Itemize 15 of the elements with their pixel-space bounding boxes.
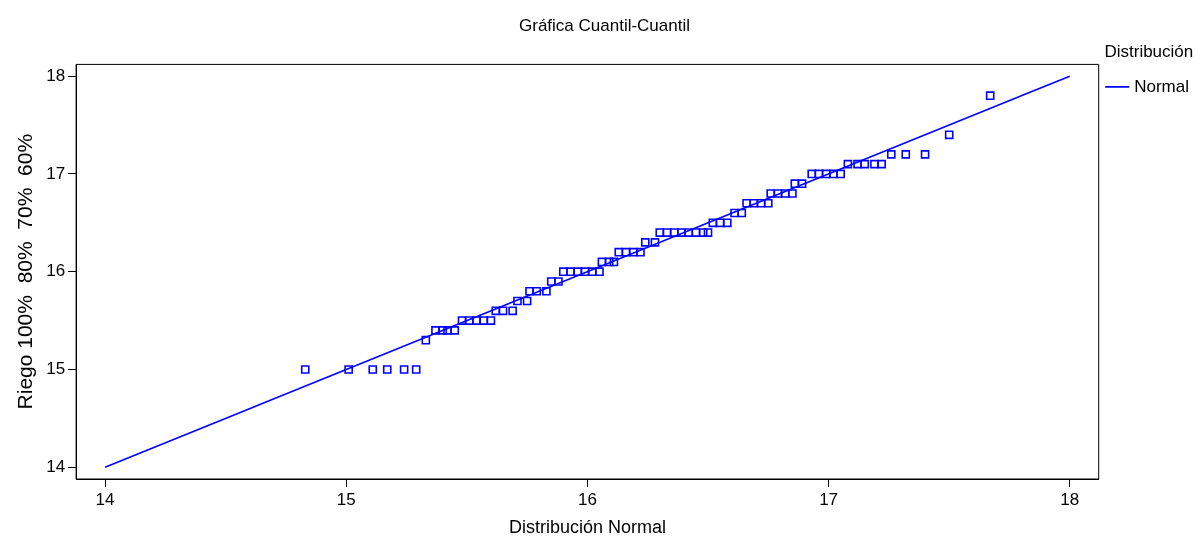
- legend-label: Normal: [1134, 76, 1190, 96]
- chart-title: Gráfica Cuantil-Cuantil: [518, 15, 691, 35]
- y-tick-label: 17: [46, 163, 66, 183]
- y-axis-title: Riego 100% 80% 70% 60%: [13, 133, 37, 410]
- y-tick-label: 14: [46, 456, 66, 476]
- x-axis-title: Distribución Normal: [508, 517, 666, 538]
- y-tick-label: 18: [46, 65, 66, 85]
- x-tick-label: 14: [95, 489, 115, 509]
- x-tick-label: 17: [819, 489, 839, 509]
- x-tick-label: 16: [577, 489, 597, 509]
- y-tick-label: 16: [46, 261, 66, 281]
- x-tick-label: 18: [1060, 489, 1080, 509]
- y-tick-label: 15: [46, 359, 66, 379]
- x-tick-label: 15: [336, 489, 356, 509]
- legend-title: Distribución: [1104, 42, 1194, 62]
